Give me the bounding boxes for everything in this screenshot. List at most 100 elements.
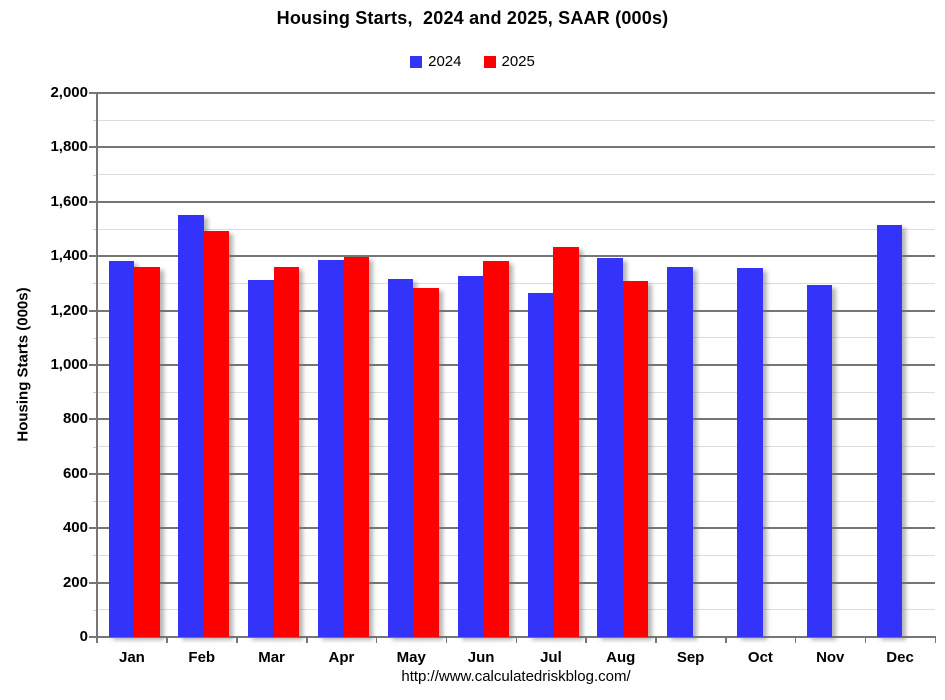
x-axis-label-feb: Feb — [188, 649, 216, 666]
y-axis-minor-tick — [93, 283, 97, 285]
x-axis-tick — [375, 637, 378, 643]
gridline-major — [97, 146, 935, 149]
bar-2025-jan — [134, 267, 160, 637]
x-axis-label-oct: Oct — [747, 649, 773, 666]
legend-item-2024: 2024 — [410, 53, 462, 70]
gridline-major — [97, 92, 935, 94]
bar-2024-aug — [597, 258, 623, 637]
bar-2025-jun — [483, 261, 509, 637]
x-axis-tick — [864, 637, 867, 643]
bar-2025-may — [413, 288, 439, 637]
x-axis-label-may: May — [396, 649, 426, 666]
y-axis-tick — [89, 581, 97, 584]
y-axis-tick-label: 1,600 — [50, 192, 88, 210]
x-axis-label-dec: Dec — [886, 649, 914, 666]
gridline-minor — [97, 119, 935, 121]
x-axis-label-jan: Jan — [118, 649, 145, 666]
bar-2024-apr — [318, 259, 344, 637]
y-axis-tick-label: 0 — [79, 628, 88, 645]
y-axis-tick-label: 1,400 — [50, 247, 88, 265]
y-axis-tick-label: 1,000 — [50, 356, 88, 373]
x-axis-tick — [96, 637, 98, 643]
bar-2024-jan — [108, 260, 134, 637]
gridline-minor — [97, 446, 935, 448]
bar-2024-jul — [527, 293, 553, 637]
x-axis-label-nov: Nov — [816, 649, 845, 666]
y-axis-minor-tick — [93, 555, 97, 557]
gridline-minor — [97, 337, 935, 339]
x-axis-tick — [794, 637, 797, 643]
bar-2024-jun — [457, 275, 484, 637]
chart-legend: 2024 2025 — [0, 53, 945, 70]
gridline-minor — [97, 228, 935, 230]
x-axis-label-sep: Sep — [676, 649, 705, 666]
bar-2024-nov — [806, 284, 833, 637]
y-axis-tick-label: 400 — [62, 519, 88, 537]
chart-title: Housing Starts, 2024 and 2025, SAAR (000… — [276, 8, 669, 28]
bar-2025-apr — [343, 256, 369, 637]
bar-2024-may — [387, 278, 414, 637]
x-axis-label-mar: Mar — [258, 649, 285, 666]
bar-2025-mar — [273, 267, 300, 637]
legend-label-2025: 2025 — [501, 53, 535, 70]
x-axis-tick — [585, 637, 587, 643]
x-axis-tick — [306, 637, 308, 643]
y-axis-tick — [89, 527, 97, 530]
y-axis-tick — [89, 418, 97, 421]
y-axis-tick-label: 800 — [62, 410, 88, 428]
gridline-major — [97, 364, 935, 366]
y-axis-tick — [89, 92, 97, 94]
y-axis-tick-label: 200 — [62, 573, 88, 591]
y-axis-tick — [89, 472, 97, 475]
y-axis-minor-tick — [93, 446, 97, 448]
bar-2024-mar — [248, 279, 274, 637]
y-axis-tick — [89, 200, 97, 203]
y-axis-tick-label: 1,800 — [50, 138, 88, 156]
bar-2025-aug — [622, 280, 649, 637]
legend-swatch-2025-icon — [483, 55, 496, 68]
y-axis-tick-label: 1,200 — [50, 301, 88, 319]
y-axis-minor-tick — [93, 609, 97, 611]
gridline-minor — [97, 500, 935, 502]
gridline-major — [97, 527, 935, 530]
y-axis-tick-label: 600 — [62, 464, 88, 482]
gridline-major — [97, 418, 935, 421]
y-axis-minor-tick — [93, 501, 97, 502]
gridline-minor — [97, 391, 935, 393]
gridline-minor — [97, 282, 935, 284]
gridline-major — [97, 200, 935, 203]
y-axis-tick — [89, 309, 97, 312]
gridline-major — [97, 472, 935, 475]
x-axis-tick — [934, 637, 936, 643]
footer-url: http://www.calculatedriskblog.com/ — [401, 668, 631, 685]
y-axis-minor-tick — [93, 174, 97, 176]
legend-label-2024: 2024 — [428, 53, 462, 70]
x-axis-label-aug: Aug — [606, 649, 636, 666]
gridline-minor — [97, 554, 935, 556]
x-axis-tick — [445, 637, 448, 643]
y-axis-line — [96, 93, 98, 643]
x-axis-label-jun: Jun — [467, 649, 495, 666]
x-axis-tick — [236, 637, 238, 643]
x-axis-label-apr: Apr — [328, 649, 355, 666]
bar-2025-jul — [553, 247, 579, 637]
bar-2025-feb — [203, 231, 230, 637]
x-axis-tick — [725, 637, 727, 643]
x-axis-tick — [166, 637, 168, 643]
y-axis-tick — [89, 255, 97, 258]
y-axis-tick — [89, 636, 97, 638]
x-axis-tick — [515, 637, 517, 643]
bar-2024-dec — [876, 224, 903, 637]
legend-item-2025: 2025 — [483, 53, 535, 70]
bar-2024-oct — [737, 268, 763, 637]
y-axis-minor-tick — [93, 120, 97, 122]
gridline-major — [97, 309, 935, 312]
legend-swatch-2024-icon — [410, 55, 423, 68]
x-axis-tick — [655, 637, 657, 643]
gridline-major — [97, 581, 935, 584]
gridline-minor — [97, 609, 935, 611]
y-axis-tick — [89, 146, 97, 149]
gridline-minor — [97, 174, 935, 176]
